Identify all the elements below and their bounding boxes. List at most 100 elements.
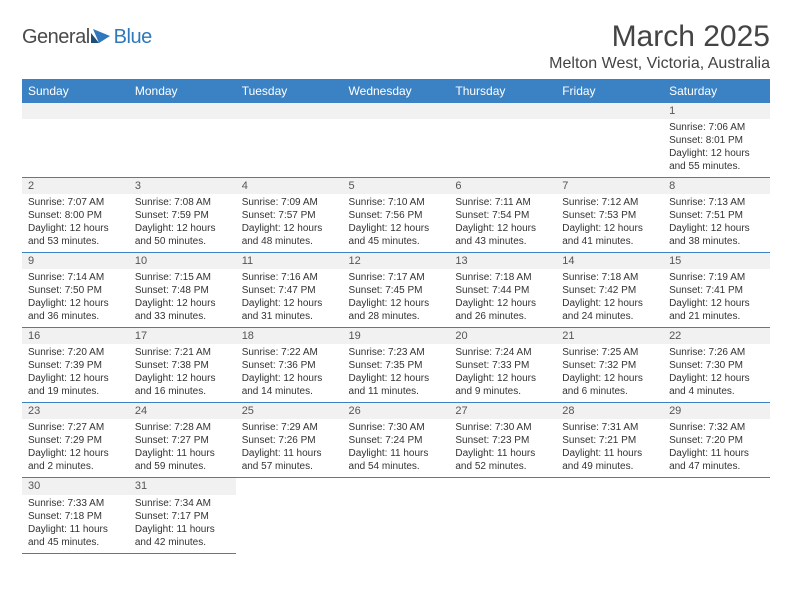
day-body: Sunrise: 7:12 AMSunset: 7:53 PMDaylight:…: [556, 194, 663, 252]
daylight-line: Daylight: 11 hours and 54 minutes.: [349, 447, 444, 473]
day-body: Sunrise: 7:30 AMSunset: 7:23 PMDaylight:…: [449, 419, 556, 477]
day-body: Sunrise: 7:23 AMSunset: 7:35 PMDaylight:…: [343, 344, 450, 402]
day-body: Sunrise: 7:27 AMSunset: 7:29 PMDaylight:…: [22, 419, 129, 477]
day-cell: 26Sunrise: 7:30 AMSunset: 7:24 PMDayligh…: [343, 403, 450, 478]
sunrise-line: Sunrise: 7:18 AM: [562, 271, 657, 284]
day-cell: 10Sunrise: 7:15 AMSunset: 7:48 PMDayligh…: [129, 253, 236, 328]
sunrise-line: Sunrise: 7:33 AM: [28, 497, 123, 510]
daylight-line: Daylight: 12 hours and 21 minutes.: [669, 297, 764, 323]
sunset-line: Sunset: 7:23 PM: [455, 434, 550, 447]
daylight-line: Daylight: 11 hours and 45 minutes.: [28, 523, 123, 549]
sunrise-line: Sunrise: 7:12 AM: [562, 196, 657, 209]
day-body: Sunrise: 7:14 AMSunset: 7:50 PMDaylight:…: [22, 269, 129, 327]
sunset-line: Sunset: 7:38 PM: [135, 359, 230, 372]
day-number: 28: [556, 403, 663, 419]
sunset-line: Sunset: 7:39 PM: [28, 359, 123, 372]
sunrise-line: Sunrise: 7:18 AM: [455, 271, 550, 284]
sunrise-line: Sunrise: 7:17 AM: [349, 271, 444, 284]
day-body: Sunrise: 7:34 AMSunset: 7:17 PMDaylight:…: [129, 495, 236, 553]
sunrise-line: Sunrise: 7:08 AM: [135, 196, 230, 209]
sunrise-line: Sunrise: 7:24 AM: [455, 346, 550, 359]
sunset-line: Sunset: 7:48 PM: [135, 284, 230, 297]
sunrise-line: Sunrise: 7:11 AM: [455, 196, 550, 209]
daylight-line: Daylight: 11 hours and 59 minutes.: [135, 447, 230, 473]
calendar-table: Sunday Monday Tuesday Wednesday Thursday…: [22, 79, 770, 554]
day-cell: 19Sunrise: 7:23 AMSunset: 7:35 PMDayligh…: [343, 328, 450, 403]
sunset-line: Sunset: 7:56 PM: [349, 209, 444, 222]
sunset-line: Sunset: 7:26 PM: [242, 434, 337, 447]
sunrise-line: Sunrise: 7:13 AM: [669, 196, 764, 209]
daylight-line: Daylight: 12 hours and 38 minutes.: [669, 222, 764, 248]
day-body: Sunrise: 7:32 AMSunset: 7:20 PMDaylight:…: [663, 419, 770, 477]
day-cell: 27Sunrise: 7:30 AMSunset: 7:23 PMDayligh…: [449, 403, 556, 478]
day-number: 8: [663, 178, 770, 194]
daylight-line: Daylight: 12 hours and 36 minutes.: [28, 297, 123, 323]
dow-tuesday: Tuesday: [236, 79, 343, 103]
day-body: Sunrise: 7:30 AMSunset: 7:24 PMDaylight:…: [343, 419, 450, 477]
day-body: Sunrise: 7:16 AMSunset: 7:47 PMDaylight:…: [236, 269, 343, 327]
day-number: 31: [129, 478, 236, 494]
day-number: 20: [449, 328, 556, 344]
day-body: Sunrise: 7:10 AMSunset: 7:56 PMDaylight:…: [343, 194, 450, 252]
week-row: 16Sunrise: 7:20 AMSunset: 7:39 PMDayligh…: [22, 328, 770, 403]
daylight-line: Daylight: 12 hours and 16 minutes.: [135, 372, 230, 398]
sunrise-line: Sunrise: 7:21 AM: [135, 346, 230, 359]
day-number: 18: [236, 328, 343, 344]
daylight-line: Daylight: 11 hours and 49 minutes.: [562, 447, 657, 473]
day-number: 26: [343, 403, 450, 419]
daylight-line: Daylight: 12 hours and 41 minutes.: [562, 222, 657, 248]
daylight-line: Daylight: 11 hours and 52 minutes.: [455, 447, 550, 473]
day-number: 10: [129, 253, 236, 269]
empty-cell: [129, 103, 236, 178]
sunrise-line: Sunrise: 7:15 AM: [135, 271, 230, 284]
sunrise-line: Sunrise: 7:34 AM: [135, 497, 230, 510]
day-body: Sunrise: 7:25 AMSunset: 7:32 PMDaylight:…: [556, 344, 663, 402]
sunset-line: Sunset: 7:44 PM: [455, 284, 550, 297]
day-cell: 29Sunrise: 7:32 AMSunset: 7:20 PMDayligh…: [663, 403, 770, 478]
day-body: Sunrise: 7:18 AMSunset: 7:42 PMDaylight:…: [556, 269, 663, 327]
empty-cell: [556, 103, 663, 178]
blank-strip: [449, 103, 556, 119]
empty-cell: [236, 478, 343, 553]
daylight-line: Daylight: 12 hours and 31 minutes.: [242, 297, 337, 323]
daylight-line: Daylight: 12 hours and 43 minutes.: [455, 222, 550, 248]
day-body: Sunrise: 7:26 AMSunset: 7:30 PMDaylight:…: [663, 344, 770, 402]
day-body: Sunrise: 7:31 AMSunset: 7:21 PMDaylight:…: [556, 419, 663, 477]
day-body: Sunrise: 7:33 AMSunset: 7:18 PMDaylight:…: [22, 495, 129, 553]
day-body: Sunrise: 7:15 AMSunset: 7:48 PMDaylight:…: [129, 269, 236, 327]
day-cell: 8Sunrise: 7:13 AMSunset: 7:51 PMDaylight…: [663, 178, 770, 253]
day-cell: 11Sunrise: 7:16 AMSunset: 7:47 PMDayligh…: [236, 253, 343, 328]
sunrise-line: Sunrise: 7:31 AM: [562, 421, 657, 434]
day-body: Sunrise: 7:13 AMSunset: 7:51 PMDaylight:…: [663, 194, 770, 252]
daylight-line: Daylight: 12 hours and 4 minutes.: [669, 372, 764, 398]
sunrise-line: Sunrise: 7:14 AM: [28, 271, 123, 284]
sunrise-line: Sunrise: 7:23 AM: [349, 346, 444, 359]
day-cell: 5Sunrise: 7:10 AMSunset: 7:56 PMDaylight…: [343, 178, 450, 253]
sunset-line: Sunset: 7:36 PM: [242, 359, 337, 372]
day-body: Sunrise: 7:20 AMSunset: 7:39 PMDaylight:…: [22, 344, 129, 402]
day-number: 29: [663, 403, 770, 419]
daylight-line: Daylight: 12 hours and 48 minutes.: [242, 222, 337, 248]
day-cell: 31Sunrise: 7:34 AMSunset: 7:17 PMDayligh…: [129, 478, 236, 553]
day-number: 17: [129, 328, 236, 344]
title-block: March 2025 Melton West, Victoria, Austra…: [549, 20, 770, 73]
logo-mark-icon: [90, 26, 112, 49]
day-number: 4: [236, 178, 343, 194]
sunrise-line: Sunrise: 7:19 AM: [669, 271, 764, 284]
day-number: 3: [129, 178, 236, 194]
sunset-line: Sunset: 8:01 PM: [669, 134, 764, 147]
sunset-line: Sunset: 7:29 PM: [28, 434, 123, 447]
empty-cell: [556, 478, 663, 553]
dow-friday: Friday: [556, 79, 663, 103]
daylight-line: Daylight: 12 hours and 19 minutes.: [28, 372, 123, 398]
sunset-line: Sunset: 7:59 PM: [135, 209, 230, 222]
blank-strip: [22, 103, 129, 119]
empty-cell: [663, 478, 770, 553]
daylight-line: Daylight: 11 hours and 47 minutes.: [669, 447, 764, 473]
day-cell: 12Sunrise: 7:17 AMSunset: 7:45 PMDayligh…: [343, 253, 450, 328]
day-number: 21: [556, 328, 663, 344]
day-number: 27: [449, 403, 556, 419]
week-row: 1Sunrise: 7:06 AMSunset: 8:01 PMDaylight…: [22, 103, 770, 178]
dow-thursday: Thursday: [449, 79, 556, 103]
empty-cell: [236, 103, 343, 178]
